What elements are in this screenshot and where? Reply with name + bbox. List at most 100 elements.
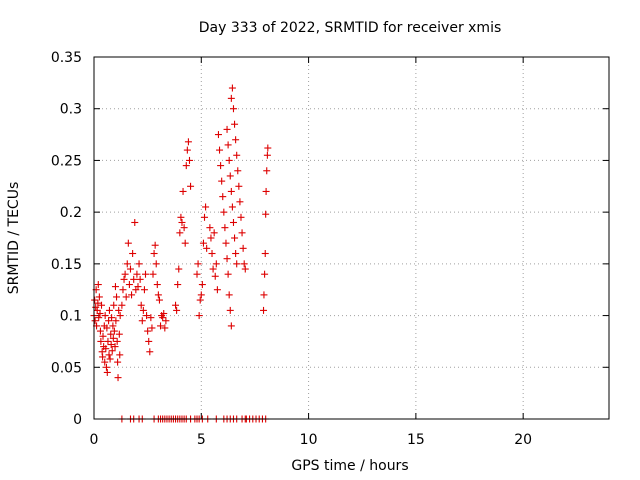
data-point <box>94 299 102 307</box>
data-point <box>150 250 158 258</box>
data-point <box>223 125 231 133</box>
data-point <box>218 177 226 185</box>
data-point <box>116 351 124 359</box>
data-point <box>97 337 105 345</box>
data-point <box>222 239 230 247</box>
y-tick-label: 0.05 <box>51 360 82 376</box>
data-point <box>91 296 99 304</box>
data-point <box>220 208 228 216</box>
y-tick-label: 0.2 <box>60 205 82 221</box>
data-point <box>101 358 109 366</box>
data-point <box>149 270 157 278</box>
data-point <box>110 327 118 335</box>
data-point <box>264 144 272 152</box>
data-point <box>120 275 128 283</box>
data-point <box>103 368 111 376</box>
data-point <box>207 234 215 242</box>
data-point <box>227 187 235 195</box>
y-tick-label: 0.15 <box>51 257 82 273</box>
data-point <box>234 167 242 175</box>
data-point <box>225 156 233 164</box>
data-point <box>133 270 141 278</box>
data-point <box>118 301 126 309</box>
data-point <box>134 283 142 291</box>
data-point <box>262 187 270 195</box>
data-point <box>232 250 240 258</box>
data-point <box>102 345 110 353</box>
data-point <box>96 327 104 335</box>
data-point <box>138 317 146 325</box>
data-point <box>197 291 205 299</box>
data-point <box>92 303 100 311</box>
data-point <box>214 131 222 139</box>
data-point <box>105 306 113 314</box>
data-point <box>193 270 201 278</box>
data-point <box>114 358 122 366</box>
data-point <box>125 281 133 289</box>
data-point <box>236 198 244 206</box>
data-point <box>114 374 122 382</box>
data-point <box>128 291 136 299</box>
data-point <box>111 283 119 291</box>
data-point <box>109 334 117 342</box>
data-point <box>203 244 211 252</box>
data-point <box>229 105 237 113</box>
x-tick-label: 15 <box>407 432 425 448</box>
data-point <box>111 343 119 351</box>
data-point <box>113 337 121 345</box>
data-point <box>162 317 170 325</box>
data-point <box>95 293 103 301</box>
data-point <box>210 229 218 237</box>
data-point <box>124 239 132 247</box>
data-point <box>181 239 189 247</box>
data-point <box>143 312 151 320</box>
data-point <box>211 272 219 280</box>
data-point <box>130 275 138 283</box>
data-point <box>115 306 123 314</box>
data-point <box>146 348 154 356</box>
data-point <box>94 281 102 289</box>
data-point <box>105 351 113 359</box>
data-point <box>105 317 113 325</box>
data-point <box>153 281 161 289</box>
data-point <box>137 301 145 309</box>
data-point <box>226 306 234 314</box>
data-point <box>152 260 160 268</box>
data-point <box>209 265 217 273</box>
data-point <box>224 270 232 278</box>
data-point <box>155 296 163 304</box>
y-tick-label: 0.1 <box>60 309 82 325</box>
data-point <box>263 151 271 159</box>
data-point <box>91 317 99 325</box>
data-point <box>237 213 245 221</box>
data-point <box>135 260 143 268</box>
data-point <box>177 213 185 221</box>
data-point <box>108 347 116 355</box>
data-point <box>99 332 107 340</box>
data-point <box>126 265 134 273</box>
data-point <box>159 314 167 322</box>
data-point <box>129 250 137 258</box>
data-point <box>238 229 246 237</box>
data-point <box>178 218 186 226</box>
data-point <box>172 301 180 309</box>
data-point <box>96 310 104 318</box>
data-point <box>139 306 147 314</box>
data-point <box>260 291 268 299</box>
data-point <box>103 324 111 332</box>
data-point <box>104 337 112 345</box>
data-point <box>136 275 144 283</box>
data-point <box>183 146 191 154</box>
data-point <box>221 224 229 232</box>
data-point <box>184 138 192 146</box>
data-points <box>90 84 272 423</box>
data-point <box>107 330 115 338</box>
y-axis-label: SRMTID / TECUs <box>6 182 22 295</box>
data-point <box>95 314 103 322</box>
data-point <box>201 213 209 221</box>
data-point <box>151 241 159 249</box>
data-point <box>261 270 269 278</box>
x-tick-label: 5 <box>197 432 206 448</box>
data-point <box>98 301 106 309</box>
plot-frame <box>93 56 610 420</box>
